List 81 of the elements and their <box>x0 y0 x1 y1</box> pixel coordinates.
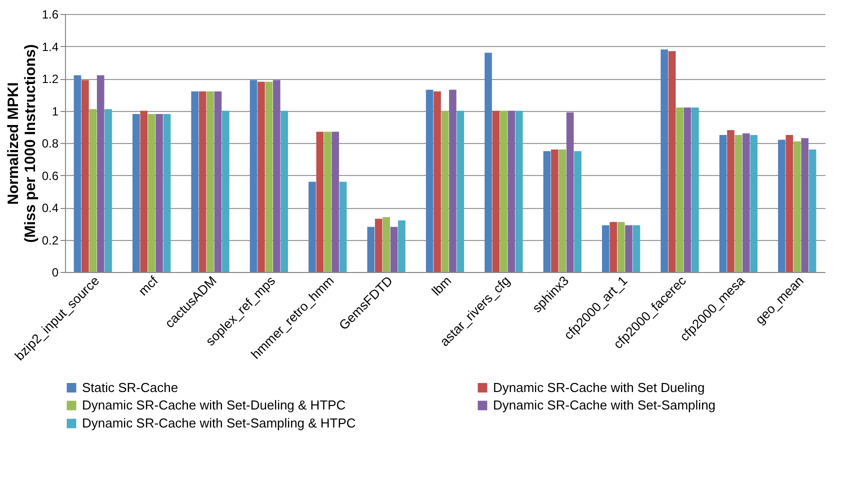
bar <box>140 110 148 272</box>
bar <box>308 182 316 272</box>
bar <box>214 91 222 272</box>
bar <box>374 218 382 272</box>
y-tick-label: 0.2 <box>42 233 59 248</box>
bar <box>684 108 692 272</box>
bar <box>778 140 786 272</box>
bar <box>808 149 816 272</box>
bar <box>558 149 566 272</box>
bar <box>456 110 464 272</box>
bar <box>515 110 523 272</box>
bar <box>676 108 684 272</box>
bar <box>625 225 632 272</box>
bar <box>441 110 449 272</box>
bar <box>132 114 140 272</box>
bar <box>492 110 500 272</box>
y-tick-label: 0.4 <box>42 201 59 215</box>
y-tick-label: 0.8 <box>42 136 59 150</box>
bar <box>727 130 734 272</box>
bar <box>566 112 574 272</box>
bar <box>668 51 676 272</box>
bar <box>191 91 198 272</box>
bar <box>692 108 699 272</box>
bar <box>617 222 625 272</box>
bar <box>258 82 265 272</box>
legend-label: Static SR-Cache <box>82 380 178 395</box>
y-tick-label: 1.2 <box>42 72 59 86</box>
legend-label: Dynamic SR-Cache with Set-Sampling & HTPC <box>82 416 356 430</box>
bar <box>551 149 558 272</box>
bar <box>750 134 758 272</box>
bar <box>82 80 89 272</box>
bar <box>148 114 156 272</box>
bar <box>786 134 794 272</box>
bar <box>793 141 801 272</box>
bar <box>742 133 750 272</box>
y-tick-label: 0.6 <box>42 168 59 183</box>
bar <box>801 138 808 272</box>
bar <box>734 134 742 272</box>
bar <box>89 109 97 272</box>
y-tick-label: 1.6 <box>42 8 59 22</box>
bar <box>398 220 406 272</box>
legend-label: Dynamic SR-Cache with Set-Dueling & HTPC <box>82 398 346 412</box>
legend-label: Dynamic SR-Cache with Set-Sampling <box>493 398 716 412</box>
bar <box>265 82 273 272</box>
bar <box>632 225 640 272</box>
bar <box>367 226 375 272</box>
bar <box>500 110 508 272</box>
bar <box>250 80 258 272</box>
bar <box>222 110 230 272</box>
bar <box>156 114 163 272</box>
bar <box>434 91 441 272</box>
bar <box>316 132 324 272</box>
y-axis-title: Normalized MPKI (Miss per 1000 Instructions) <box>4 44 39 243</box>
bar <box>574 151 582 272</box>
bar <box>484 52 492 272</box>
bar <box>96 75 104 272</box>
bar <box>426 90 434 272</box>
bar <box>508 110 516 272</box>
bar <box>543 151 551 272</box>
bar <box>390 226 398 272</box>
bar <box>163 114 171 272</box>
bar <box>104 109 112 272</box>
bar <box>272 80 280 272</box>
bar <box>332 132 339 272</box>
bar <box>610 222 618 272</box>
bar <box>602 225 610 272</box>
bar <box>74 75 82 272</box>
bar <box>280 110 288 272</box>
y-tick-label: 1 <box>52 104 59 118</box>
bar <box>719 134 727 272</box>
bar <box>660 49 668 272</box>
bar <box>324 132 332 272</box>
y-tick-label: 1.4 <box>42 40 59 54</box>
x-tick-label: mcf <box>135 272 162 299</box>
bar <box>198 91 206 272</box>
bar <box>449 90 456 272</box>
bar <box>339 182 347 272</box>
legend-label: Dynamic SR-Cache with Set Dueling <box>493 380 705 395</box>
bar <box>382 217 390 272</box>
bar <box>206 91 214 272</box>
y-tick-label: 0 <box>52 266 59 280</box>
